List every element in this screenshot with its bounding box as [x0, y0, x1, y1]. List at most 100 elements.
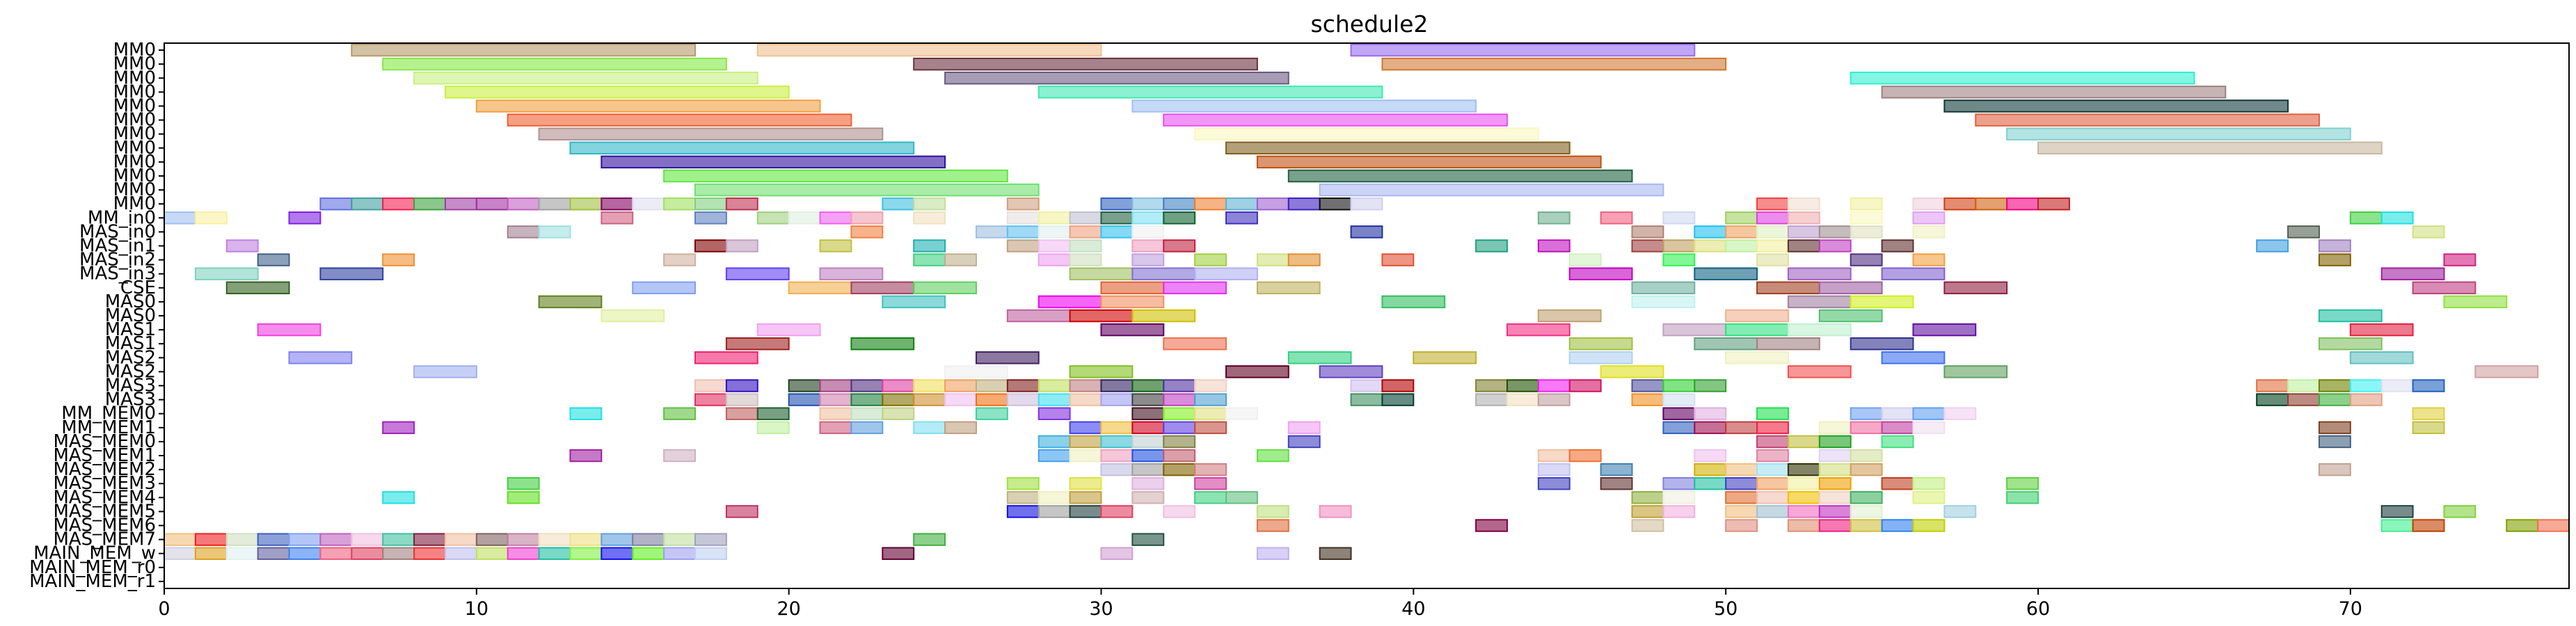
task-bar	[413, 533, 446, 546]
task-bar	[1662, 323, 1727, 337]
task-bar	[1131, 211, 1165, 225]
task-bar	[663, 169, 1008, 183]
task-bar	[382, 491, 415, 504]
task-bar	[913, 393, 946, 406]
task-bar	[1756, 253, 1789, 266]
task-bar	[1194, 253, 1227, 266]
task-bar	[1037, 449, 1071, 463]
task-bar	[1631, 379, 1664, 392]
task-bar	[1943, 281, 2008, 295]
task-bar	[1631, 295, 1696, 309]
task-bar	[1194, 463, 1227, 476]
task-bar	[1069, 449, 1102, 463]
task-bar	[1725, 309, 1789, 323]
task-bar	[663, 449, 697, 463]
task-bar	[913, 421, 946, 435]
task-bar	[1725, 239, 1758, 252]
task-bar	[1350, 379, 1383, 392]
task-bar	[1131, 309, 1196, 323]
task-bar	[2380, 505, 2414, 518]
task-bar	[913, 253, 946, 266]
task-bar	[1131, 267, 1196, 280]
task-bar	[850, 421, 884, 435]
task-bar	[1568, 337, 1633, 351]
task-bar	[1037, 491, 1071, 504]
row-label: MM0	[113, 54, 156, 74]
task-bar	[507, 225, 540, 239]
task-bar	[2412, 407, 2445, 420]
task-bar	[632, 547, 665, 560]
task-bar	[444, 547, 477, 560]
task-bar	[1662, 505, 1696, 518]
task-bar	[2537, 519, 2570, 532]
task-bar	[382, 253, 415, 266]
task-bar	[1787, 365, 1852, 378]
row-label: MAS_in2	[79, 250, 156, 271]
task-bar	[663, 533, 697, 546]
row-label: MM0	[113, 67, 156, 88]
task-bar	[788, 393, 821, 406]
plot-frame	[164, 42, 2570, 589]
task-bar	[1037, 379, 1071, 392]
task-bar	[1069, 393, 1102, 406]
task-bar	[1006, 379, 1040, 392]
task-bar	[1850, 253, 1883, 266]
task-bar	[1694, 239, 1727, 252]
task-bar	[1069, 365, 1134, 378]
task-bar	[1881, 519, 1914, 532]
task-bar	[2256, 379, 2289, 392]
task-bar	[663, 407, 697, 420]
task-bar	[1006, 239, 1040, 252]
task-bar	[1037, 253, 1071, 266]
task-bar	[1225, 365, 1289, 378]
task-bar	[475, 99, 821, 113]
task-bar	[1381, 379, 1415, 392]
task-bar	[601, 197, 634, 211]
task-bar	[1756, 197, 1789, 211]
task-bar	[1725, 463, 1758, 476]
task-bar	[601, 155, 946, 169]
task-bar	[1194, 421, 1227, 435]
task-bar	[1818, 421, 1852, 435]
row-label: MAIN_MEM_w	[33, 543, 156, 564]
row-label: MM0	[113, 179, 156, 200]
task-bar	[725, 407, 758, 420]
task-bar	[1662, 407, 1696, 420]
task-bar	[1694, 337, 1758, 351]
task-bar	[2412, 519, 2445, 532]
task-bar	[1850, 449, 1883, 463]
task-bar	[194, 547, 228, 560]
task-bar	[1381, 57, 1727, 71]
task-bar	[1256, 155, 1602, 169]
task-bar	[2318, 463, 2351, 476]
row-label: MAS_in1	[79, 235, 156, 256]
task-bar	[819, 407, 852, 420]
task-bar	[663, 197, 697, 211]
task-bar	[756, 211, 790, 225]
task-bar	[1256, 197, 1289, 211]
task-bar	[882, 547, 915, 560]
task-bar	[975, 407, 1008, 420]
task-bar	[2349, 379, 2383, 392]
task-bar	[850, 379, 884, 392]
task-bar	[2443, 505, 2476, 518]
task-bar	[1975, 197, 2008, 211]
task-bar	[1943, 505, 1977, 518]
task-bar	[913, 379, 946, 392]
task-bar	[1694, 476, 1727, 490]
task-bar	[1631, 225, 1664, 239]
task-bar	[1381, 393, 1415, 406]
task-bar	[1194, 491, 1227, 504]
task-bar	[225, 533, 259, 546]
task-bar	[1568, 351, 1633, 364]
task-bar	[507, 113, 852, 127]
task-bar	[2349, 323, 2414, 337]
task-bar	[725, 379, 758, 392]
task-bar	[1163, 435, 1196, 449]
task-bar	[1225, 211, 1258, 225]
task-bar	[2006, 476, 2039, 490]
task-bar	[225, 281, 290, 295]
task-bar	[1631, 505, 1664, 518]
task-bar	[2349, 351, 2414, 364]
